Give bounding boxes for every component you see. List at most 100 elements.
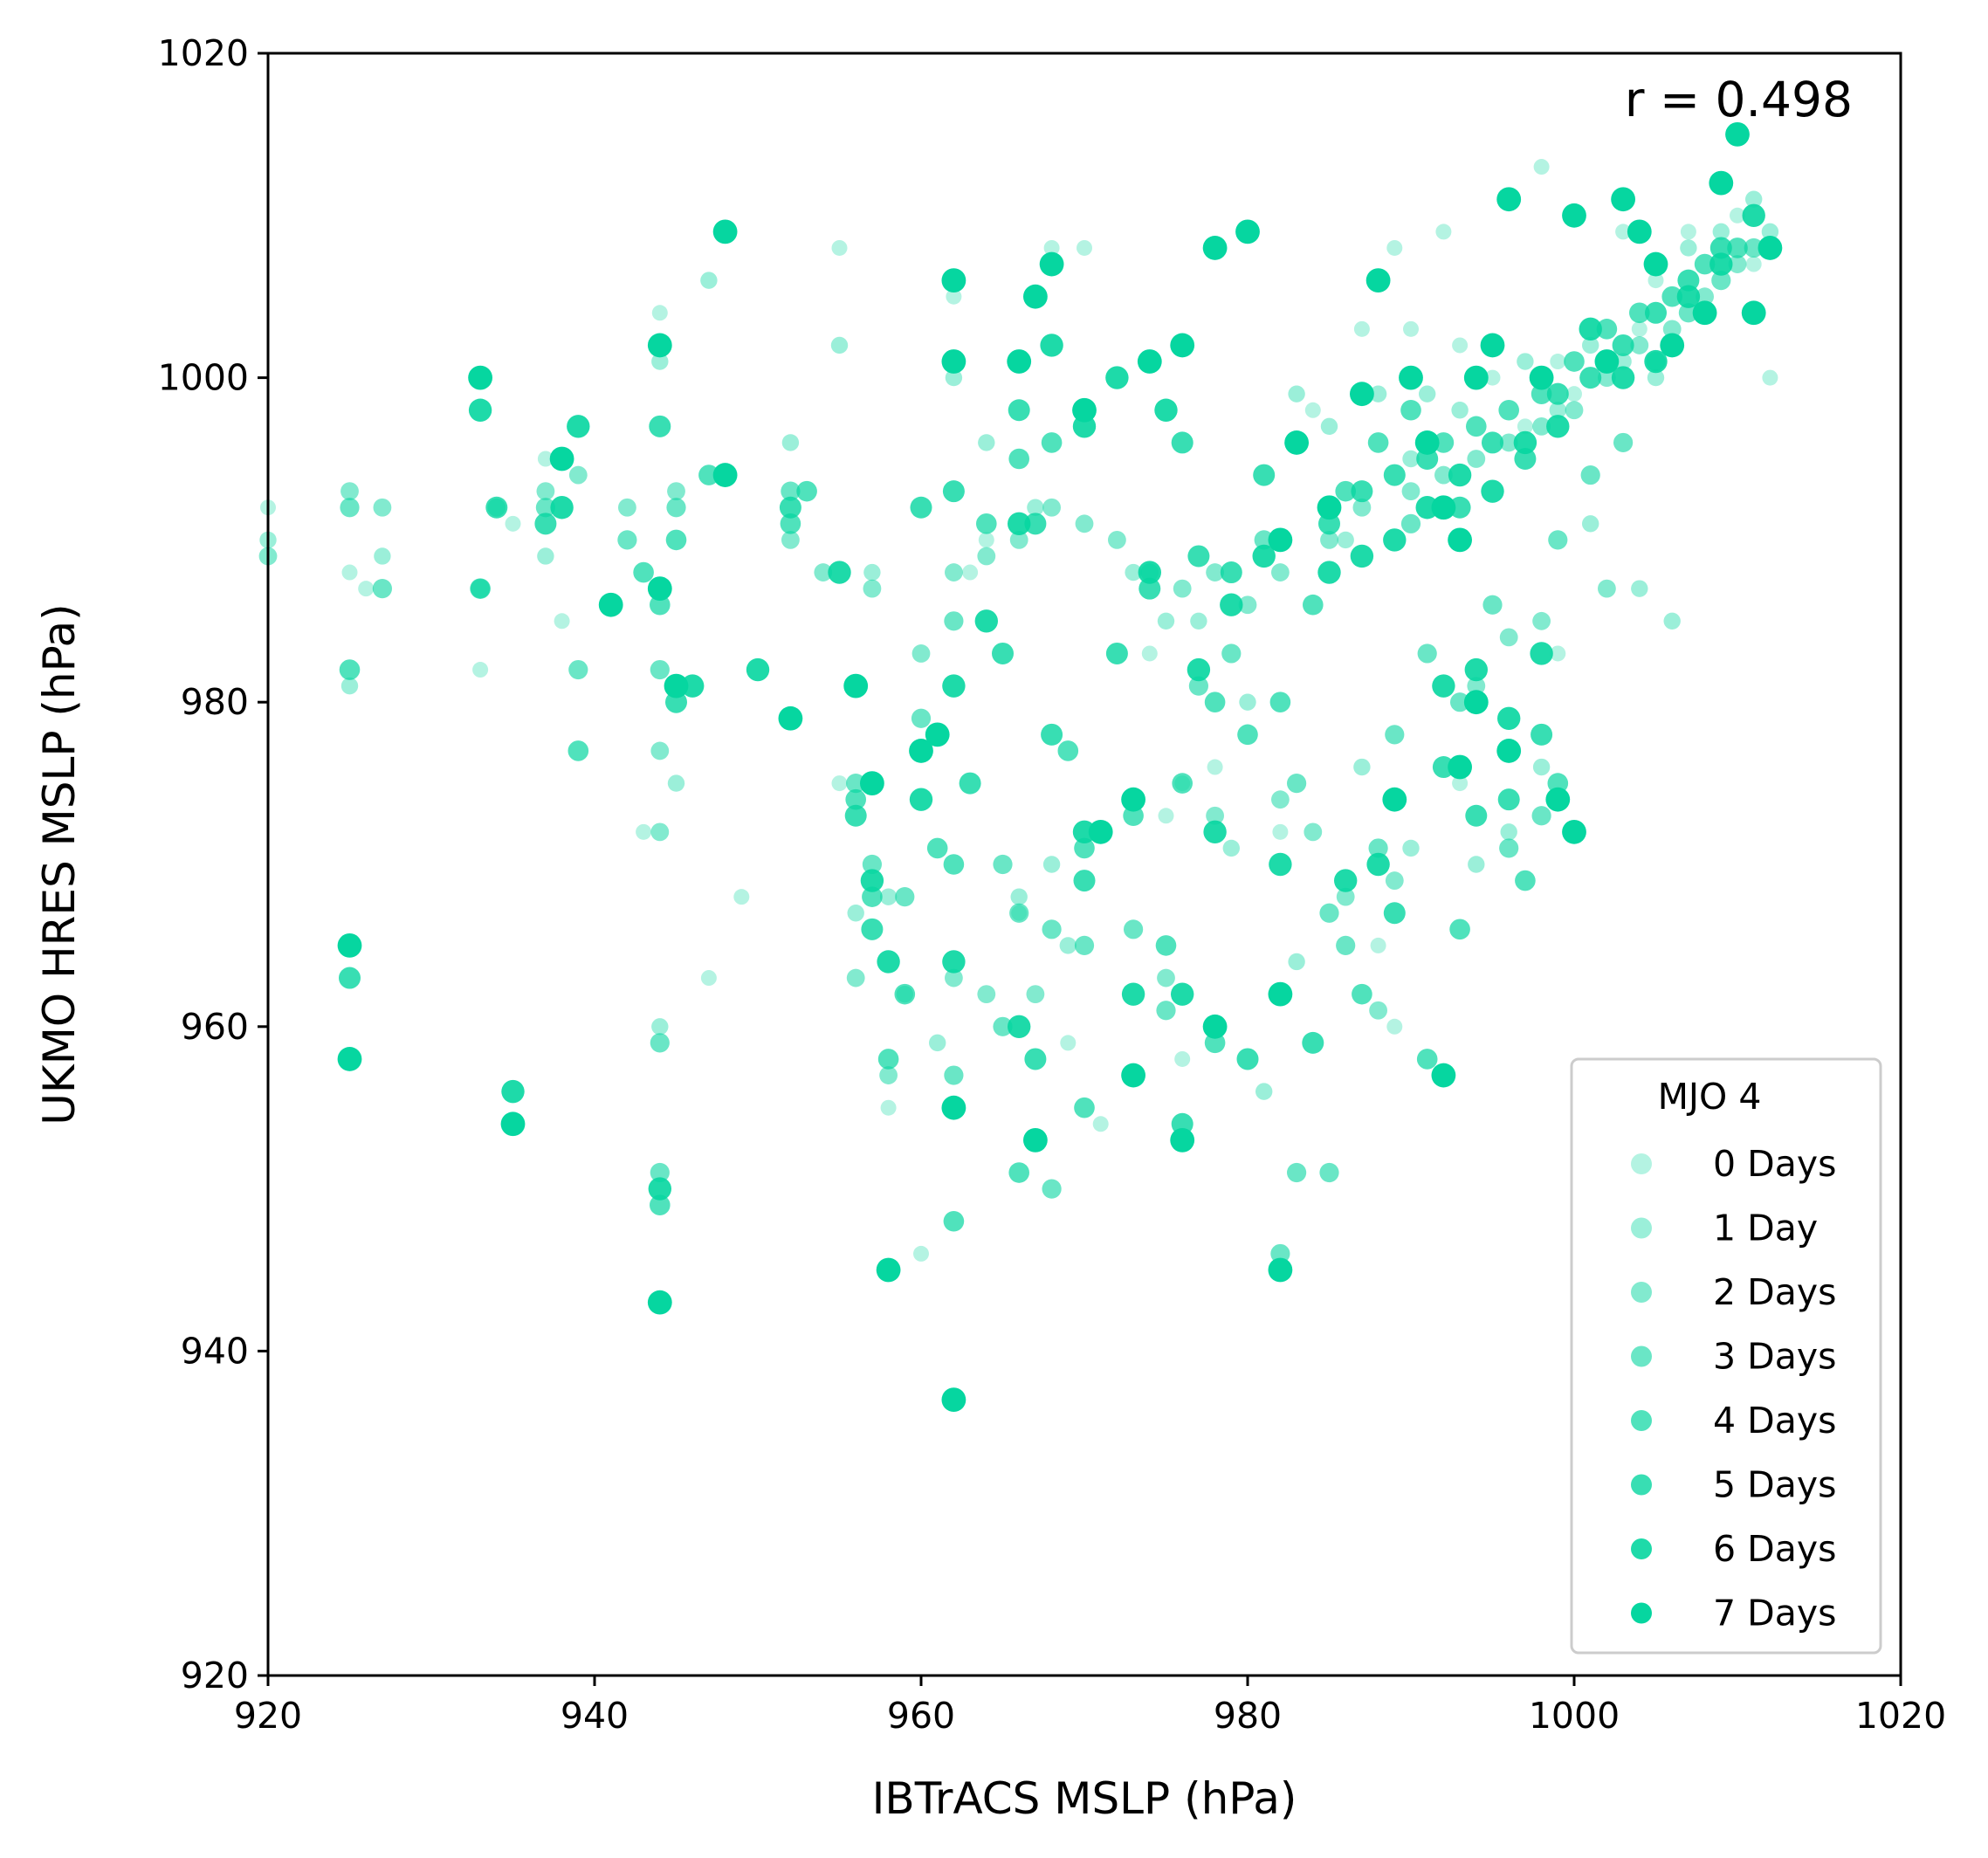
data-point <box>1761 223 1779 241</box>
data-point <box>1402 450 1420 468</box>
data-point <box>1482 595 1503 615</box>
data-point <box>1627 219 1652 244</box>
data-point <box>1562 819 1586 844</box>
data-point <box>1594 349 1620 374</box>
data-point <box>549 446 574 471</box>
data-point <box>1203 820 1227 844</box>
data-point <box>1284 430 1309 455</box>
data-point <box>778 705 803 731</box>
data-point <box>1385 871 1404 890</box>
data-point <box>1647 272 1664 289</box>
data-point <box>1141 645 1158 662</box>
data-point <box>1072 397 1097 423</box>
data-point <box>1010 888 1028 905</box>
data-point <box>372 579 392 599</box>
data-point <box>1008 399 1030 422</box>
data-point <box>650 1033 670 1053</box>
data-point <box>1645 301 1667 324</box>
data-point <box>845 788 866 810</box>
data-point <box>1270 1243 1290 1264</box>
data-point <box>1366 852 1390 877</box>
plot-area-frame <box>266 52 1902 1677</box>
data-point <box>698 464 719 485</box>
data-point <box>1043 239 1060 256</box>
data-point <box>650 741 670 760</box>
data-point <box>1137 349 1162 374</box>
data-point <box>485 496 508 519</box>
data-point <box>1317 495 1342 520</box>
data-point <box>1221 643 1242 664</box>
data-point <box>942 674 966 698</box>
data-point <box>1452 337 1469 354</box>
data-point <box>650 594 671 616</box>
y-tick-label: 1020 <box>158 32 249 74</box>
data-point <box>1041 432 1063 453</box>
data-point <box>1758 236 1783 260</box>
data-point <box>633 561 654 583</box>
data-point <box>568 740 589 761</box>
data-point <box>1596 319 1618 340</box>
data-point <box>926 837 948 859</box>
data-point <box>651 353 669 370</box>
data-point <box>1515 870 1536 891</box>
data-point <box>1631 320 1647 337</box>
data-point <box>1644 349 1668 374</box>
data-point <box>1042 498 1061 517</box>
data-point <box>1611 187 1635 212</box>
data-point <box>977 547 996 566</box>
data-point <box>373 498 392 517</box>
legend-entry-label: 5 Days <box>1713 1464 1836 1506</box>
data-point <box>911 644 931 663</box>
x-axis-label: IBTrACS MSLP (hPa) <box>872 1773 1297 1824</box>
legend-entry-label: 1 Day <box>1713 1208 1818 1249</box>
data-point <box>339 967 361 989</box>
data-point <box>1207 759 1223 775</box>
data-point <box>1463 690 1489 715</box>
data-point <box>1239 693 1256 711</box>
data-point <box>1481 479 1504 503</box>
legend-marker <box>1631 1282 1652 1303</box>
data-point <box>650 1194 671 1215</box>
data-point <box>941 1095 966 1120</box>
data-point <box>468 365 492 390</box>
data-point <box>1498 399 1519 421</box>
data-point <box>1023 1127 1048 1153</box>
data-point <box>945 563 963 581</box>
data-point <box>862 854 883 875</box>
data-point <box>341 482 359 501</box>
data-point <box>909 788 933 811</box>
data-point <box>1432 674 1455 698</box>
data-point <box>1171 982 1194 1006</box>
data-point <box>1172 773 1193 794</box>
data-point <box>339 659 361 680</box>
data-point <box>977 985 996 1004</box>
data-point <box>1517 418 1533 435</box>
legend: MJO 4 0 Days 1 Day 2 Days 3 Days 4 Days 5 Day… <box>1570 1057 1882 1655</box>
data-point <box>844 804 867 827</box>
data-point <box>341 677 359 695</box>
data-point <box>537 547 554 565</box>
data-point <box>1531 723 1553 746</box>
data-point <box>598 592 623 617</box>
data-point <box>1353 758 1371 776</box>
data-point <box>1335 480 1356 502</box>
data-point <box>877 1049 899 1070</box>
data-point <box>1040 334 1063 357</box>
data-point <box>472 662 489 678</box>
data-point <box>1319 1162 1339 1183</box>
data-point <box>1074 1097 1095 1118</box>
data-point <box>1334 869 1358 892</box>
data-point <box>1365 268 1391 293</box>
data-point <box>1465 804 1488 827</box>
data-point <box>1271 563 1290 581</box>
data-point <box>501 1079 525 1104</box>
data-point <box>993 854 1013 875</box>
data-point <box>1549 402 1567 419</box>
data-point <box>828 561 851 584</box>
data-point <box>843 673 869 698</box>
data-point <box>1480 333 1505 358</box>
data-point <box>1202 1014 1228 1039</box>
data-point <box>1400 399 1421 421</box>
data-point <box>1692 300 1717 326</box>
data-point <box>1546 382 1569 405</box>
